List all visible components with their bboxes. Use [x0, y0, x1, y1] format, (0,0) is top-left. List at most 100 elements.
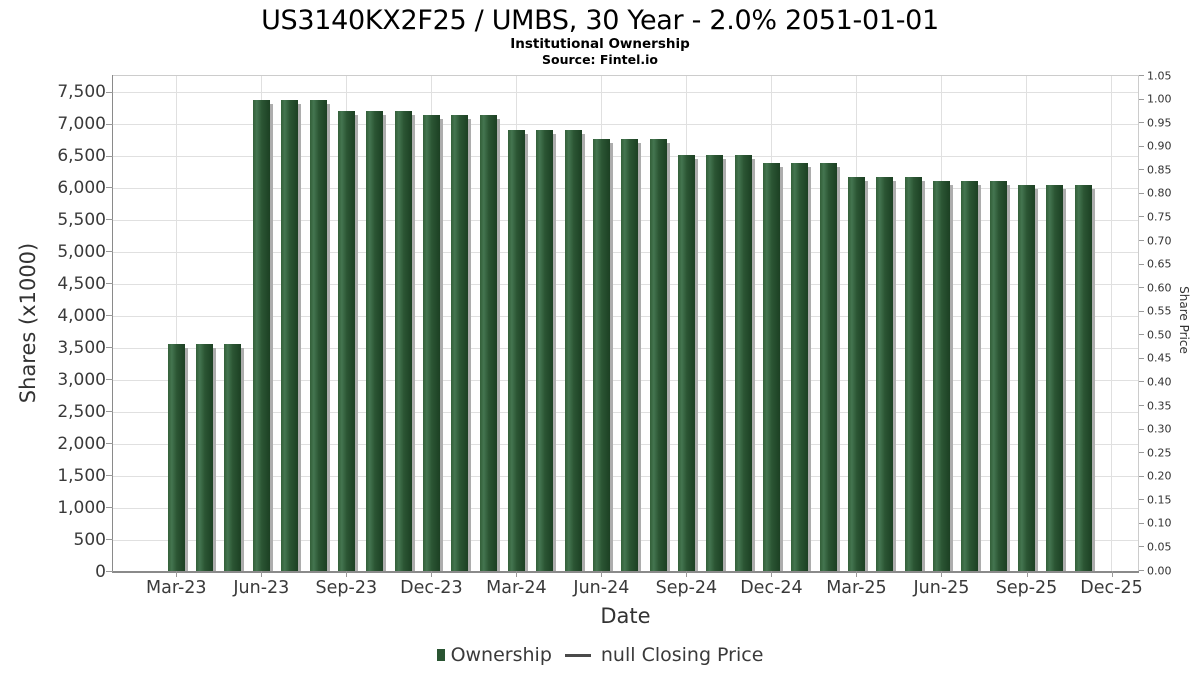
ownership-bar[interactable]	[366, 110, 384, 572]
ownership-bar[interactable]	[791, 162, 809, 572]
ownership-bar[interactable]	[876, 177, 894, 572]
ownership-bar[interactable]	[224, 344, 242, 572]
y-axis-left-tick	[106, 123, 113, 125]
grid-line-h	[113, 92, 1138, 94]
x-tick-label: Jun-24	[573, 578, 630, 598]
y-axis-left-tick	[106, 219, 113, 221]
x-tick-label: Sep-24	[655, 578, 718, 598]
y-axis-right-tick	[1139, 240, 1144, 241]
ownership-bar[interactable]	[167, 344, 185, 572]
grid-line-v	[1111, 76, 1113, 572]
y-axis-left-tick	[106, 539, 113, 541]
ownership-series-swatch-icon[interactable]	[436, 649, 445, 661]
y-axis-left-tick	[106, 379, 113, 381]
ownership-bar[interactable]	[932, 180, 950, 572]
ownership-bar[interactable]	[564, 130, 582, 572]
y-axis-left-tick	[106, 571, 113, 572]
y-tick-label-right: 1.00	[1147, 92, 1172, 106]
y-tick-label-right: 0.20	[1147, 469, 1172, 483]
x-tick-label: Dec-23	[400, 578, 463, 598]
legend-label-ownership[interactable]: Ownership	[450, 644, 552, 666]
legend: Ownership null Closing Price	[0, 644, 1200, 666]
y-tick-label-left: 1,500	[57, 465, 106, 486]
x-axis-tick	[516, 571, 518, 577]
y-axis-line-left	[112, 75, 113, 572]
y-axis-right-tick	[1139, 169, 1144, 171]
ownership-bar[interactable]	[507, 130, 525, 572]
ownership-bar[interactable]	[422, 115, 440, 572]
y-tick-label-left: 2,000	[57, 433, 106, 454]
y-tick-label-left: 1,000	[57, 497, 106, 518]
ownership-bar[interactable]	[819, 162, 837, 572]
y-tick-label-right: 0.75	[1147, 210, 1172, 224]
y-tick-label-right: 0.25	[1147, 446, 1172, 460]
y-axis-title-right: Share Price	[1177, 286, 1191, 354]
ownership-bar[interactable]	[196, 344, 214, 572]
y-axis-right-tick	[1139, 522, 1144, 524]
y-tick-label-left: 4,500	[57, 273, 106, 294]
x-axis-title: Date	[600, 604, 651, 628]
y-tick-label-right: 0.85	[1147, 163, 1172, 177]
y-tick-label-right: 0.90	[1147, 139, 1172, 153]
y-tick-label-left: 7,500	[57, 82, 106, 103]
y-tick-label-right: 0.45	[1147, 351, 1172, 365]
ownership-bar[interactable]	[394, 110, 412, 572]
ownership-bar[interactable]	[706, 154, 724, 572]
y-tick-label-left: 6,500	[57, 146, 106, 167]
y-axis-left-tick	[106, 507, 113, 509]
y-axis-right-tick	[1139, 570, 1144, 571]
y-axis-left-tick	[106, 91, 113, 93]
y-axis-right-tick	[1139, 98, 1144, 100]
y-axis-right-tick	[1139, 475, 1144, 477]
y-tick-label-right: 1.05	[1147, 69, 1172, 82]
y-axis-right-tick	[1139, 428, 1144, 430]
y-tick-label-right: 0.10	[1147, 516, 1172, 530]
y-tick-label-right: 0.05	[1147, 540, 1172, 554]
x-tick-label: Sep-23	[315, 578, 378, 598]
x-tick-label: Dec-24	[740, 578, 803, 598]
ownership-bar[interactable]	[734, 154, 752, 572]
ownership-bar[interactable]	[252, 100, 270, 572]
x-tick-label: Dec-25	[1080, 578, 1143, 598]
y-tick-label-left: 3,000	[57, 369, 106, 390]
chart-subtitle: Institutional Ownership	[510, 36, 690, 52]
ownership-bar[interactable]	[1046, 185, 1064, 572]
y-tick-label-right: 0.35	[1147, 399, 1172, 412]
closing-price-line-icon	[564, 653, 591, 657]
legend-label-closing-price[interactable]: null Closing Price	[600, 644, 764, 666]
x-axis-tick	[941, 571, 943, 577]
y-axis-left-tick	[106, 155, 113, 157]
x-axis-tick	[176, 571, 178, 577]
ownership-bar[interactable]	[847, 177, 865, 572]
ownership-bar[interactable]	[621, 139, 639, 572]
ownership-bar[interactable]	[281, 100, 299, 572]
y-axis-right-tick	[1139, 499, 1144, 501]
y-tick-label-right: 0.50	[1147, 328, 1172, 342]
y-axis-right-tick	[1139, 405, 1144, 406]
ownership-bar[interactable]	[762, 162, 780, 572]
ownership-bar[interactable]	[649, 139, 667, 572]
ownership-bar[interactable]	[536, 130, 554, 572]
ownership-bar[interactable]	[451, 115, 469, 572]
ownership-bar[interactable]	[989, 180, 1007, 572]
ownership-bar[interactable]	[961, 180, 979, 572]
ownership-bar[interactable]	[592, 139, 610, 572]
ownership-bar[interactable]	[904, 177, 922, 572]
chart-source: Source: Fintel.io	[542, 52, 658, 67]
y-tick-label-left: 500	[73, 529, 106, 550]
y-axis-right-tick	[1139, 334, 1144, 336]
plot-area	[113, 75, 1139, 572]
y-axis-left-tick	[106, 411, 113, 413]
ownership-bar[interactable]	[309, 100, 327, 572]
x-tick-label: Jun-23	[233, 578, 290, 598]
ownership-bar[interactable]	[677, 154, 695, 572]
x-axis-line	[112, 571, 1139, 573]
x-axis-tick	[431, 571, 433, 577]
ownership-bar[interactable]	[1074, 185, 1092, 572]
y-axis-left-tick	[106, 475, 113, 477]
x-tick-label: Mar-23	[146, 578, 207, 598]
ownership-bar[interactable]	[1018, 185, 1035, 572]
ownership-bar[interactable]	[337, 110, 355, 572]
ownership-bar[interactable]	[479, 115, 497, 572]
y-axis-left-tick	[106, 347, 113, 349]
